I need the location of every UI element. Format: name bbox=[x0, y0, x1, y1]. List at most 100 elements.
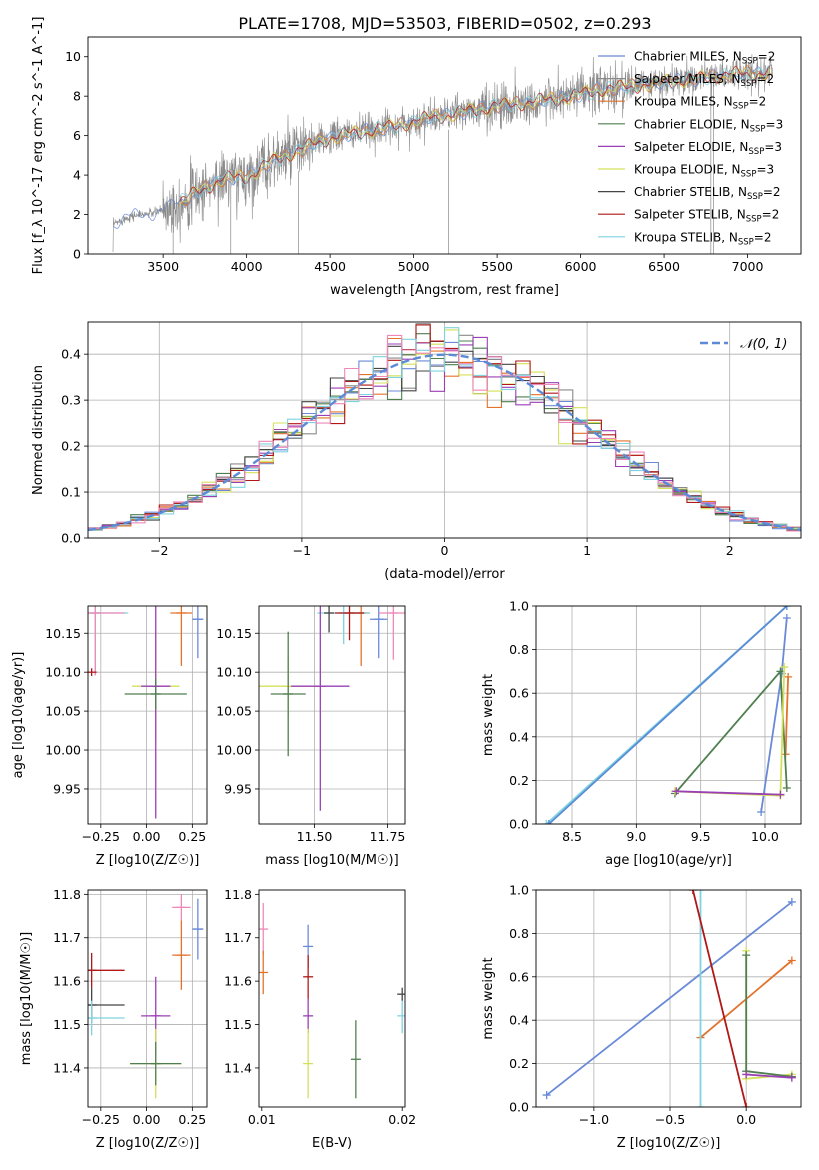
x-axis-label: Z [log10(Z/Z☉)] bbox=[96, 853, 200, 868]
y-tick-label: 0.0 bbox=[61, 531, 81, 546]
y-tick-label: 0.8 bbox=[509, 926, 529, 941]
spectrum-model-line bbox=[179, 67, 772, 206]
chart-mass-vs-metallicity: −0.25 0.00 0.25 11.4 11.5 11.6 11.7 11.8 Z [log1… bbox=[19, 887, 208, 1151]
y-tick-label: 0.0 bbox=[509, 1100, 529, 1115]
x-axis-label: E(B-V) bbox=[312, 1136, 352, 1151]
y-tick-label: 10.05 bbox=[216, 704, 252, 719]
y-tick-label: 11.4 bbox=[224, 1060, 252, 1075]
y-tick-label: 10.05 bbox=[45, 704, 81, 719]
weight-series-line bbox=[676, 790, 781, 796]
y-tick-label: 10.00 bbox=[45, 743, 81, 758]
y-axis-label: mass weight bbox=[481, 957, 496, 1039]
legend-label: Salpeter ELODIE, NSSP=3 bbox=[634, 140, 782, 157]
weight-point-marker bbox=[742, 1103, 751, 1107]
axes-frame bbox=[535, 605, 802, 825]
x-tick-label: 0.02 bbox=[388, 1112, 416, 1127]
y-tick-label: 0.2 bbox=[509, 773, 529, 788]
weight-point-marker bbox=[742, 1070, 751, 1079]
x-tick-label: 11.50 bbox=[297, 829, 333, 844]
weight-series-line bbox=[745, 950, 792, 1080]
y-tick-label: 11.7 bbox=[224, 930, 252, 945]
y-axis-label: mass weight bbox=[481, 674, 496, 756]
weight-point-marker bbox=[542, 820, 551, 824]
axes-frame bbox=[535, 889, 802, 1108]
y-axis-label: Flux [f_λ 10^-17 erg cm^-2 s^-1 A^-1] bbox=[31, 17, 46, 275]
x-tick-label: 0.00 bbox=[133, 829, 161, 844]
x-tick-label: 0.25 bbox=[178, 1112, 206, 1127]
weight-point-marker bbox=[780, 663, 789, 672]
weight-series-line bbox=[674, 669, 788, 795]
legend-label-suffix: =2 bbox=[756, 72, 774, 86]
y-axis-label: mass [log10(M/M☉)] bbox=[19, 932, 34, 1065]
y-tick-label: 0.6 bbox=[509, 969, 529, 984]
weight-point-marker bbox=[782, 784, 791, 793]
x-axis-label: wavelength [Angstrom, rest frame] bbox=[330, 283, 559, 298]
y-tick-label: 11.6 bbox=[53, 974, 81, 989]
x-axis-label: age [log10(age/yr)] bbox=[605, 853, 732, 868]
legend-label-suffix: =2 bbox=[749, 95, 767, 109]
legend-label-sub: SSP bbox=[741, 79, 757, 89]
x-tick-label: 7000 bbox=[732, 259, 764, 274]
weight-point-marker bbox=[776, 667, 785, 676]
weight-point-marker bbox=[776, 790, 785, 799]
weight-point-marker bbox=[672, 787, 681, 796]
figure-title: PLATE=1708, MJD=53503, FIBERID=0502, z=0… bbox=[238, 14, 651, 33]
chart-mass-weight-vs-metallicity: −1.0 −0.5 0.0 0.0 0.2 0.4 0.6 0.8 1.0 Z [log10(Z/… bbox=[481, 883, 802, 1151]
weight-point-marker bbox=[757, 808, 766, 817]
weight-series-line bbox=[745, 955, 793, 1078]
y-tick-label: 4 bbox=[73, 168, 81, 183]
x-axis-label: (data-model)/error bbox=[384, 567, 505, 582]
x-tick-label: −1.0 bbox=[579, 1112, 609, 1127]
weight-series-line bbox=[548, 606, 788, 824]
x-tick-label: 0.01 bbox=[248, 1112, 276, 1127]
weight-series-line bbox=[746, 1073, 792, 1079]
x-tick-label: 10.0 bbox=[751, 829, 779, 844]
y-tick-label: 0.4 bbox=[509, 729, 529, 744]
x-axis-label: mass [log10(M/M☉)] bbox=[265, 853, 398, 868]
x-tick-label: −0.25 bbox=[82, 1112, 120, 1127]
x-tick-label: 6500 bbox=[648, 259, 680, 274]
legend-label: Salpeter STELIB, NSSP=2 bbox=[634, 208, 779, 225]
legend-label-sub: SSP bbox=[738, 237, 754, 247]
legend-label: Kroupa STELIB, NSSP=2 bbox=[634, 230, 772, 247]
weight-point-marker bbox=[787, 956, 796, 965]
y-tick-label: 0.0 bbox=[509, 817, 529, 832]
y-tick-label: 0.2 bbox=[61, 439, 81, 454]
axes-frame bbox=[87, 605, 208, 825]
y-tick-label: 11.8 bbox=[53, 887, 81, 902]
spectrum-model-line bbox=[179, 64, 773, 199]
legend-label-sub: SSP bbox=[741, 170, 757, 180]
chart-mass-vs-reddening: 0.01 0.02 11.4 11.5 11.6 11.7 11.8 E(B-V) bbox=[224, 887, 416, 1151]
weight-point-marker bbox=[696, 890, 705, 894]
x-tick-label: 5500 bbox=[481, 259, 513, 274]
x-tick-label: 4500 bbox=[314, 259, 346, 274]
chart-age-vs-metallicity: −0.25 0.00 0.25 9.95 10.00 10.05 10.10 10.15 Z [… bbox=[11, 605, 208, 868]
y-tick-label: 6 bbox=[73, 128, 81, 143]
legend-label-suffix: =2 bbox=[758, 50, 776, 64]
chart-age-vs-mass: 11.50 11.75 9.95 10.00 10.05 10.10 10.15 mass [… bbox=[216, 605, 406, 868]
y-tick-label: 11.4 bbox=[53, 1060, 81, 1075]
weight-series-line bbox=[546, 901, 793, 1096]
legend-label-main: Kroupa STELIB, N bbox=[634, 230, 738, 244]
y-tick-label: 10.10 bbox=[216, 665, 252, 680]
x-tick-label: −0.25 bbox=[82, 829, 120, 844]
legend-label-main: Salpeter STELIB, N bbox=[634, 208, 746, 222]
x-tick-label: 0.00 bbox=[133, 1112, 161, 1127]
weight-point-marker bbox=[787, 1073, 796, 1082]
legend-label-main: Chabrier STELIB, N bbox=[634, 185, 747, 199]
legend-label: Chabrier MILES, NSSP=2 bbox=[634, 50, 775, 67]
y-axis-label: Normed distribution bbox=[31, 365, 46, 495]
legend-label-sub: SSP bbox=[748, 147, 764, 157]
x-tick-label: 5000 bbox=[398, 259, 430, 274]
y-tick-label: 0.6 bbox=[509, 686, 529, 701]
histogram-step-line bbox=[88, 334, 801, 532]
x-tick-label: 2 bbox=[726, 543, 734, 558]
y-tick-label: 10.10 bbox=[45, 665, 81, 680]
legend-label-sub: SSP bbox=[750, 124, 766, 134]
x-tick-label: 9.5 bbox=[691, 829, 711, 844]
y-tick-label: 11.6 bbox=[224, 974, 252, 989]
x-tick-label: 1 bbox=[583, 543, 591, 558]
legend-label: Salpeter MILES, NSSP=2 bbox=[634, 72, 774, 89]
y-tick-label: 11.5 bbox=[53, 1017, 81, 1032]
legend-label: Kroupa MILES, NSSP=2 bbox=[634, 95, 766, 112]
